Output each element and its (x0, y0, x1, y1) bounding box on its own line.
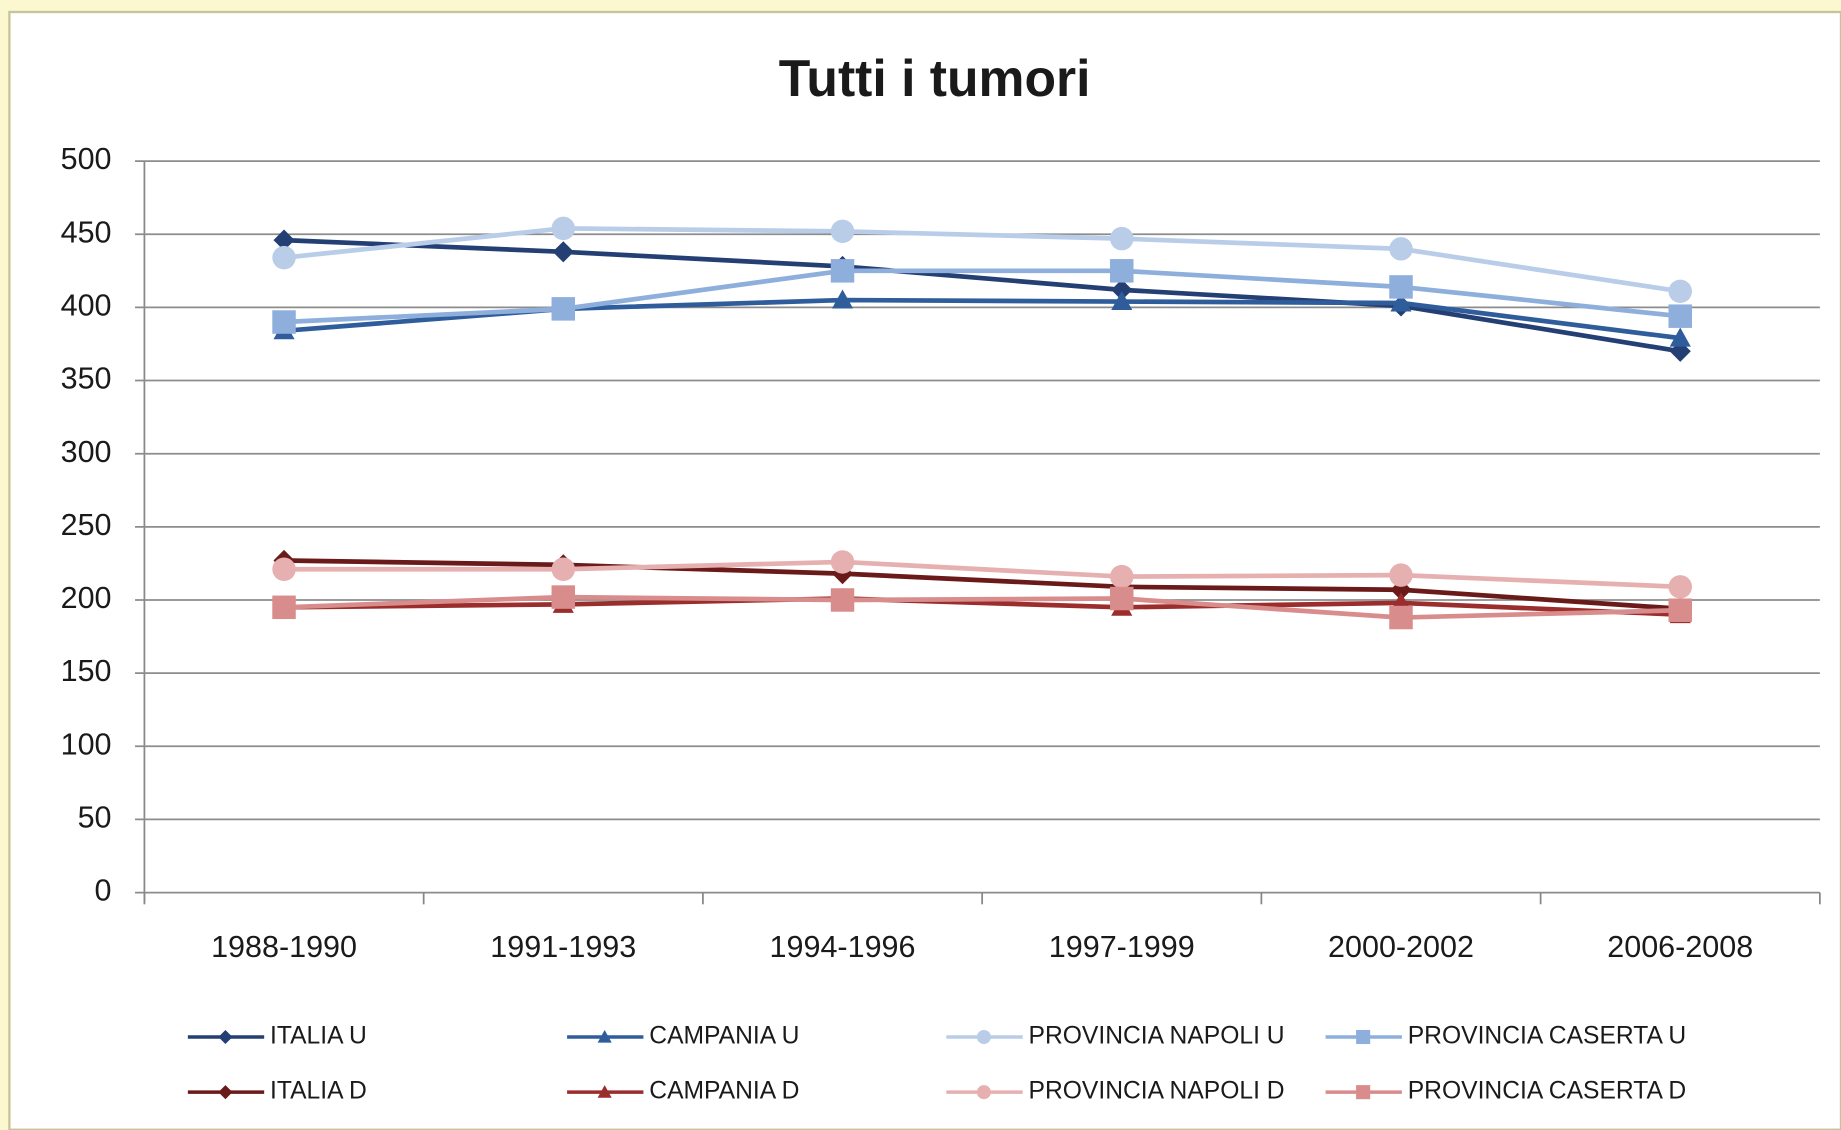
legend-label: CAMPANIA U (649, 1023, 799, 1050)
legend-marker (976, 1029, 991, 1045)
marker (551, 216, 576, 241)
legend-label: PROVINCIA CASERTA D (1408, 1078, 1686, 1105)
legend-label: ITALIA D (270, 1078, 367, 1105)
y-tick-label: 100 (61, 727, 112, 761)
marker (1669, 327, 1691, 347)
series-line (283, 268, 1681, 325)
marker (272, 595, 296, 620)
y-tick-label: 300 (61, 435, 112, 469)
y-tick-label: 150 (61, 654, 112, 688)
marker (1389, 605, 1413, 630)
series-line (283, 558, 1681, 612)
marker (551, 297, 576, 321)
legend-label: CAMPANIA D (649, 1078, 799, 1105)
series-line (283, 594, 1681, 620)
chart-title: Tutti i tumori (779, 49, 1091, 107)
marker (1110, 259, 1134, 283)
marker (272, 310, 296, 334)
series-line (284, 596, 1681, 617)
marker (1668, 575, 1692, 599)
y-tick-label: 450 (61, 215, 112, 249)
marker (1390, 292, 1412, 312)
x-tick-label: 1997-1999 (1049, 930, 1195, 964)
y-tick-label: 0 (95, 874, 112, 908)
y-tick-label: 50 (78, 800, 112, 834)
x-tick-label: 1991-1993 (490, 930, 636, 964)
series-line (284, 559, 1681, 590)
marker (1389, 237, 1413, 261)
marker (272, 245, 296, 270)
marker (1110, 586, 1134, 611)
series-line (283, 237, 1681, 354)
series-line (283, 226, 1681, 294)
legend-marker (1356, 1085, 1371, 1100)
marker (830, 550, 855, 574)
marker (551, 585, 576, 609)
legend-label: ITALIA U (270, 1023, 367, 1050)
legend-label: PROVINCIA CASERTA U (1408, 1023, 1686, 1050)
marker (1668, 304, 1692, 328)
legend-marker (218, 1085, 233, 1100)
y-tick-label: 400 (61, 288, 112, 322)
marker (830, 259, 855, 283)
marker (831, 289, 854, 309)
y-tick-label: 200 (61, 581, 112, 615)
legend-marker (218, 1029, 233, 1045)
marker (1668, 598, 1692, 622)
marker (1111, 290, 1133, 311)
x-tick-label: 1994-1996 (770, 930, 916, 964)
marker (551, 557, 576, 582)
x-tick-label: 1988-1990 (211, 930, 357, 964)
legend-label: PROVINCIA NAPOLI U (1029, 1023, 1285, 1050)
marker (272, 557, 296, 582)
legend-marker (1356, 1029, 1371, 1045)
marker (1389, 563, 1413, 587)
legend-label: PROVINCIA NAPOLI D (1029, 1078, 1285, 1105)
y-tick-label: 250 (61, 508, 112, 542)
marker (1110, 564, 1134, 589)
legend-marker (597, 1029, 612, 1043)
legend-marker (597, 1085, 612, 1098)
y-tick-label: 350 (61, 362, 112, 396)
marker (830, 588, 855, 612)
marker (1110, 226, 1134, 251)
y-tick-label: 500 (61, 142, 112, 176)
marker (1389, 275, 1413, 299)
marker (1668, 279, 1692, 304)
x-tick-label: 2000-2002 (1328, 930, 1474, 964)
legend-marker (976, 1085, 991, 1100)
marker (830, 219, 855, 244)
x-tick-label: 2006-2008 (1607, 930, 1753, 964)
